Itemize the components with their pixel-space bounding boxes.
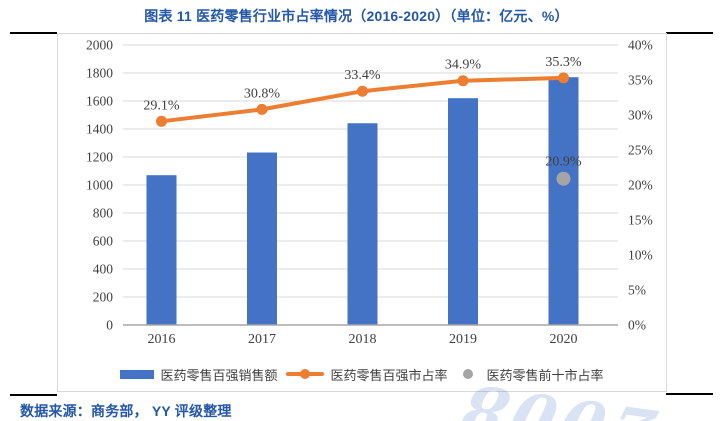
chart-legend: 医药零售百强销售额 医药零售百强市占率 医药零售前十市占率 [58,364,666,384]
combo-chart: 200018001600140012001000800600400200040%… [86,38,653,348]
line-point-2020 [558,72,569,84]
left-axis-tick: 200 [93,290,114,305]
bar-2018 [347,123,378,325]
chart-cell: 2000 1800 1600 1400 1200 1000 800 600 400 200 0 40%… [57,33,667,392]
legend-item-top100-share: 医药零售百强市占率 [286,365,448,384]
line-point-2016 [156,115,167,127]
dot-swatch-icon [462,369,473,379]
x-axis-label: 2020 [550,332,578,347]
left-axis-tick: 2000 [86,38,113,53]
left-axis-tick: 0 [106,318,113,333]
line-point-label: 33.4% [344,68,381,83]
market-share-line [159,75,566,124]
bar-2016 [146,175,177,325]
bar-2019 [448,98,478,325]
right-axis-tick: 30% [628,108,653,123]
table-rule-top-left [10,32,57,34]
right-axis-tick: 25% [628,143,653,158]
left-axis-tick: 1800 [86,66,113,81]
legend-item-sales: 医药零售百强销售额 [120,365,277,384]
scatter-point-label: 20.9% [545,155,582,170]
legend-label-sales: 医药零售百强销售额 [160,367,278,383]
left-axis-tick: 1600 [86,94,113,109]
right-axis-tick: 0% [628,318,646,333]
bar-2017 [247,152,277,325]
right-axis-tick: 35% [628,73,653,88]
right-axis-tick: 5% [628,283,646,298]
left-axis-tick: 800 [93,206,114,221]
bar-2020 [548,77,579,325]
legend-label-top10-share: 医药零售前十市占率 [486,367,604,383]
legend-item-top10-share: 医药零售前十市占率 [462,365,604,384]
line-point-label: 29.1% [143,98,180,113]
x-axis-label: 2016 [148,332,176,347]
left-axis-tick: 600 [93,234,114,249]
chart-title: 图表 11 医药零售行业市占率情况（2016-2020）（单位：亿元、%） [144,8,569,24]
left-axis-tick: 1400 [86,122,113,137]
table-rule-bottom-left [10,394,57,396]
legend-label-top100-share: 医药零售百强市占率 [330,367,448,383]
bar-swatch-icon [120,369,155,379]
line-point-2019 [457,75,469,87]
right-axis-tick: 40% [628,38,653,53]
right-axis-tick: 20% [628,178,653,193]
line-swatch-icon [286,369,325,379]
table-rule-bottom-right [666,393,713,395]
right-axis-tick: 10% [628,248,653,263]
line-point-2017 [256,103,268,115]
left-axis-tick: 1000 [86,178,113,193]
data-source-note: 数据来源：商务部， YY 评级整理 [20,403,232,419]
table-rule-top-right [666,32,713,34]
line-point-label: 35.3% [545,55,582,70]
x-axis-label: 2017 [248,332,276,347]
left-axis-tick: 400 [93,262,114,277]
right-axis-tick: 15% [628,213,653,228]
x-axis-label: 2019 [449,332,477,347]
line-point-2018 [357,85,368,97]
scatter-point-2020 [556,171,571,186]
x-axis-label: 2018 [349,332,377,347]
left-axis-tick: 1200 [86,150,113,165]
line-point-label: 34.9% [445,58,482,73]
line-point-label: 30.8% [244,86,281,101]
